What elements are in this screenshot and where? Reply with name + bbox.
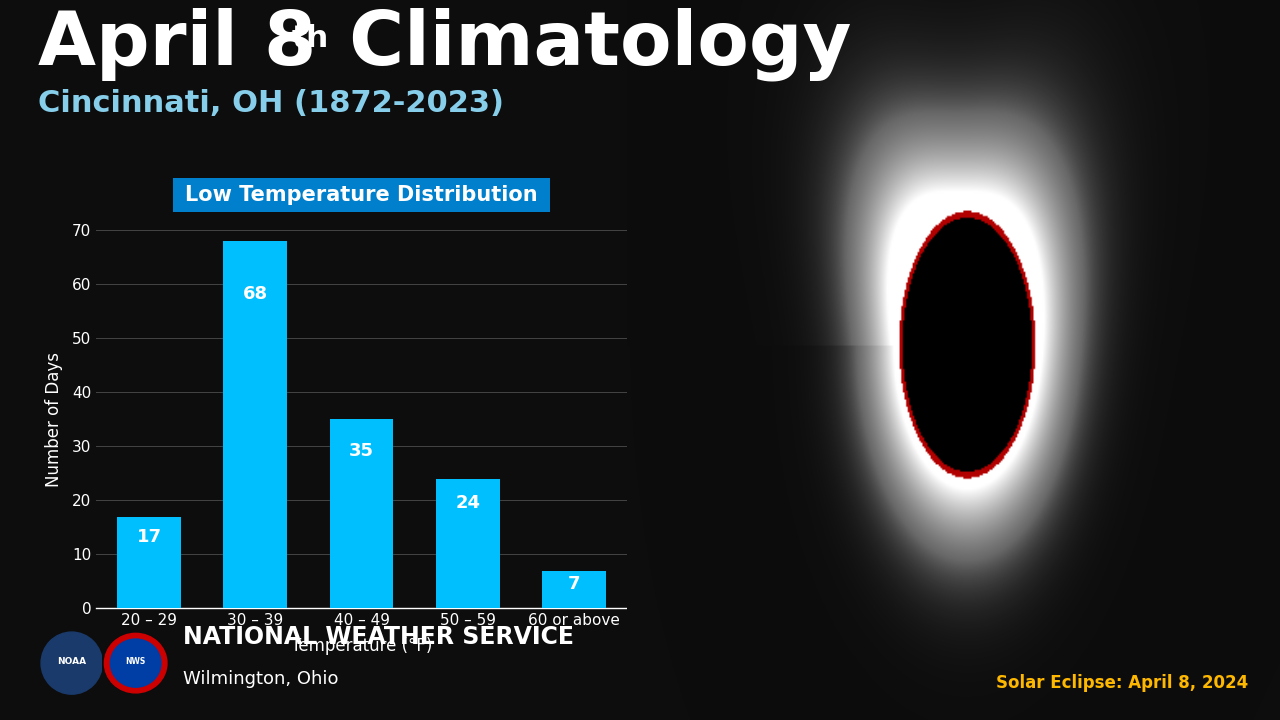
Ellipse shape (41, 632, 102, 694)
Text: Low Temperature Distribution: Low Temperature Distribution (186, 185, 538, 205)
Text: 24: 24 (456, 495, 480, 513)
Text: 35: 35 (349, 442, 374, 460)
Text: Climatology: Climatology (323, 8, 851, 81)
Y-axis label: Number of Days: Number of Days (45, 352, 64, 487)
Text: Solar Eclipse: April 8, 2024: Solar Eclipse: April 8, 2024 (996, 674, 1248, 692)
Circle shape (110, 639, 161, 687)
Circle shape (105, 634, 166, 693)
X-axis label: Temperature (°F): Temperature (°F) (291, 636, 433, 654)
Bar (330, 419, 393, 608)
Text: 7: 7 (568, 575, 580, 593)
Bar (436, 479, 499, 608)
Text: Cincinnati, OH (1872-2023): Cincinnati, OH (1872-2023) (38, 89, 504, 117)
Text: th: th (292, 24, 329, 53)
Text: 17: 17 (137, 528, 161, 546)
Text: NWS: NWS (125, 657, 146, 666)
Bar (224, 241, 287, 608)
Text: NOAA: NOAA (58, 657, 86, 666)
Text: NATIONAL WEATHER SERVICE: NATIONAL WEATHER SERVICE (183, 626, 573, 649)
Text: April 8: April 8 (38, 8, 316, 81)
Text: 68: 68 (243, 285, 268, 303)
Bar (543, 570, 605, 608)
Text: Wilmington, Ohio: Wilmington, Ohio (183, 670, 338, 688)
Bar (118, 517, 180, 608)
